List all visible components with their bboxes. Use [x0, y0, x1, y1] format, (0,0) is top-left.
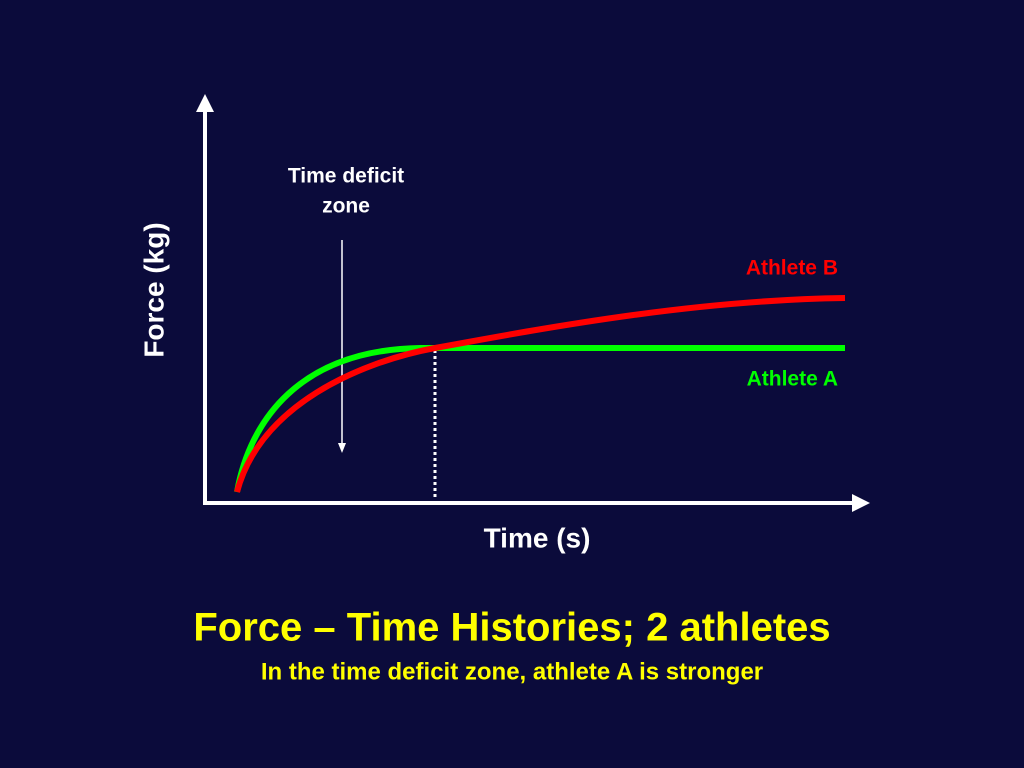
y-axis-label: Force (kg): [138, 222, 169, 357]
annotation-line: zone: [322, 195, 370, 218]
athlete-b-label: Athlete B: [746, 257, 838, 280]
title: Force – Time Histories; 2 athletes: [193, 606, 830, 650]
x-axis-arrow: [852, 494, 870, 512]
annotation-line: Time deficit: [288, 165, 404, 188]
zone-arrow-head: [338, 443, 346, 453]
subtitle: In the time deficit zone, athlete A is s…: [261, 658, 763, 685]
athlete-a-label: Athlete A: [747, 368, 838, 391]
athlete-a-curve: [234, 345, 845, 493]
athlete-b-curve: [234, 295, 846, 493]
y-axis-arrow: [196, 94, 214, 112]
x-axis-label: Time (s): [484, 522, 591, 553]
